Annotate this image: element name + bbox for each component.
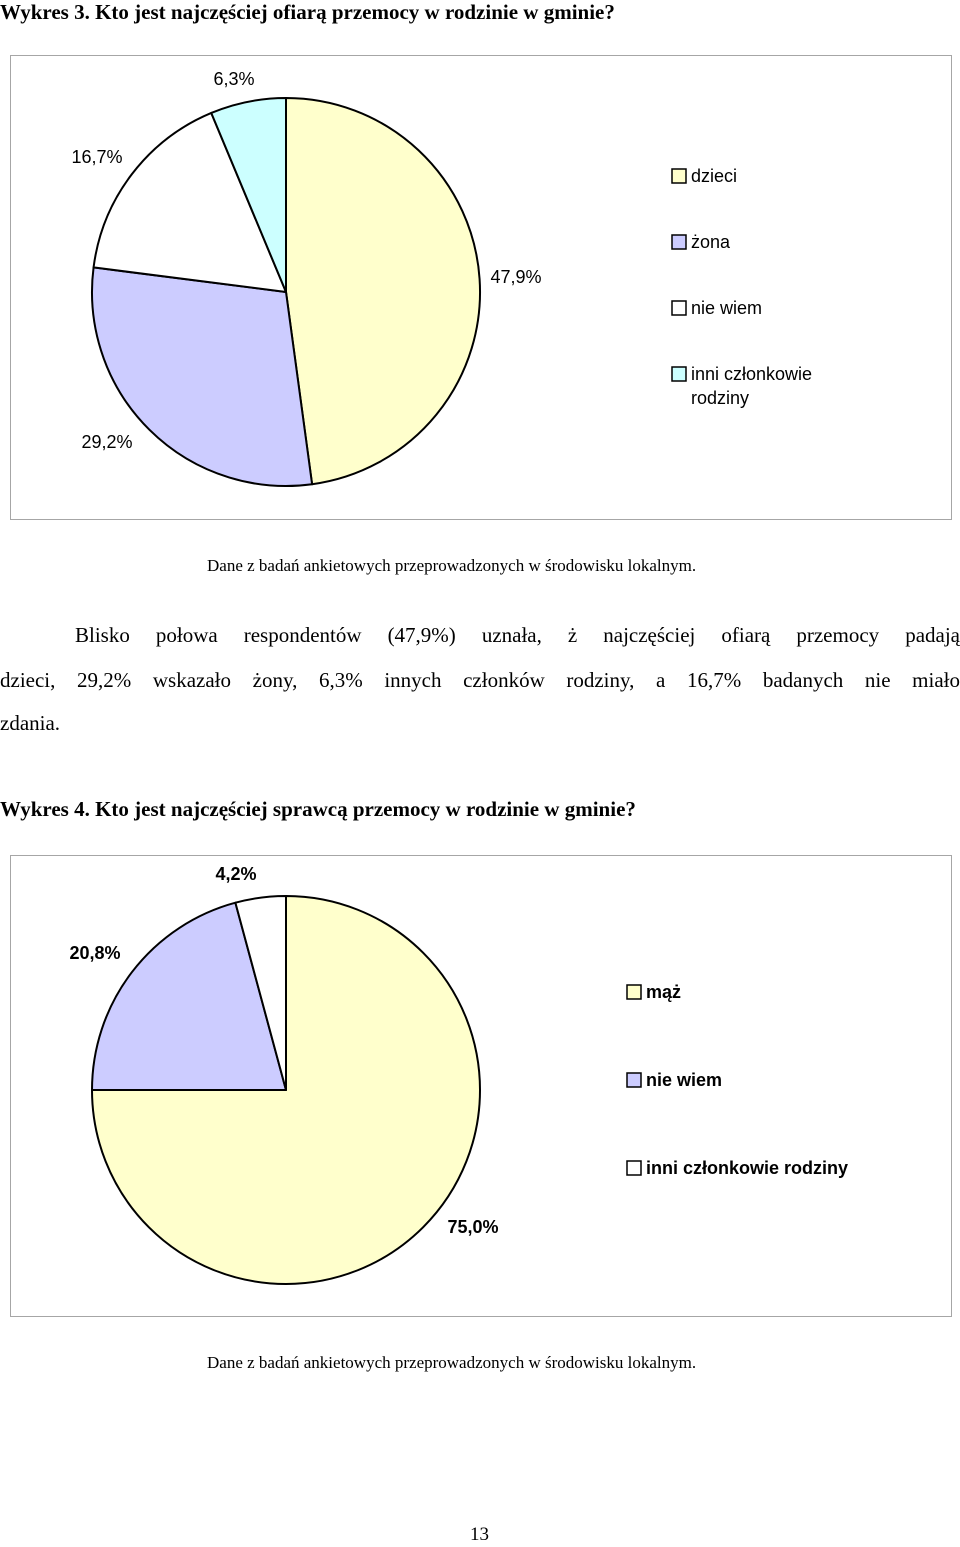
chart1-slice-dzieci (285, 97, 481, 486)
chart1-legend-label-dzieci: dzieci (691, 166, 737, 186)
chart1-slice-nie-wiem (92, 111, 287, 293)
chart1-heading: Wykres 3. Kto jest najczęściej ofiarą pr… (0, 0, 615, 24)
page-number: 13 (470, 1524, 489, 1545)
chart1-slice-inni-czlonkowie-rodziny (210, 97, 287, 293)
chart2-slice-maz (91, 895, 481, 1285)
chart1-label-dzieci: 47,9% (490, 267, 541, 287)
chart1-legend-label-zona: żona (691, 232, 731, 252)
chart1-legend-label-inni-czlonkowie-rodziny: inni członkowie (691, 364, 812, 384)
chart2-legend-swatch-inni-czlonkowie-rodziny (626, 1160, 642, 1176)
chart2-legend-label-maz: mąż (646, 982, 681, 1002)
chart1-label-inni-czlonkowie-rodziny: 6,3% (213, 69, 254, 89)
chart1-slice-zona (91, 266, 314, 487)
chart2-label-nie-wiem: 20,8% (69, 943, 120, 963)
chart2-label-maz: 75,0% (447, 1217, 498, 1237)
chart1-legend-swatch-dzieci (671, 168, 687, 184)
chart2-heading: Wykres 4. Kto jest najczęściej sprawcą p… (0, 797, 636, 821)
chart1-label-zona: 29,2% (81, 432, 132, 452)
paragraph-line-1: Blisko połowa respondentów (47,9%) uznał… (75, 623, 960, 647)
chart1-pie: 47,9% 29,2% 16,7% 6,3% dzieci żona nie wiem inn… (71, 69, 812, 487)
chart2-legend-swatch-maz (626, 984, 642, 1000)
chart2-source: Dane z badań ankietowych przeprowadzonyc… (207, 1353, 697, 1372)
paragraph-line-3: zdania. (0, 711, 61, 735)
chart2-legend-label-nie-wiem: nie wiem (646, 1070, 722, 1090)
chart1-frame: 47,9% 29,2% 16,7% 6,3% dzieci żona nie wiem inn… (10, 55, 952, 520)
chart2-slice-nie-wiem (91, 901, 287, 1091)
chart2-legend-label-inni-czlonkowie-rodziny: inni członkowie rodziny (646, 1158, 848, 1178)
chart2-slice-inni-czlonkowie-rodziny (234, 895, 287, 1091)
chart2-pie: 75,0% 20,8% 4,2% mąż nie wiem inni członkowie… (69, 864, 848, 1285)
chart1-source: Dane z badań ankietowych przeprowadzonyc… (207, 556, 697, 575)
chart1-label-nie-wiem: 16,7% (71, 147, 122, 167)
paragraph-line-2: dzieci, 29,2% wskazało żony, 6,3% innych… (0, 668, 960, 692)
chart1-legend-swatch-nie-wiem (671, 300, 687, 316)
chart1-legend-label-nie-wiem: nie wiem (691, 298, 762, 318)
chart2-legend-swatch-nie-wiem (626, 1072, 642, 1088)
chart1-legend-swatch-zona (671, 234, 687, 250)
chart1-legend-swatch-inni-czlonkowie-rodziny (671, 366, 687, 382)
chart2-label-inni-czlonkowie-rodziny: 4,2% (215, 864, 256, 884)
chart1-legend-label-inni-czlonkowie-rodziny-line-2: rodziny (691, 388, 749, 408)
chart2-frame: 75,0% 20,8% 4,2% mąż nie wiem inni członkowie… (10, 855, 952, 1317)
